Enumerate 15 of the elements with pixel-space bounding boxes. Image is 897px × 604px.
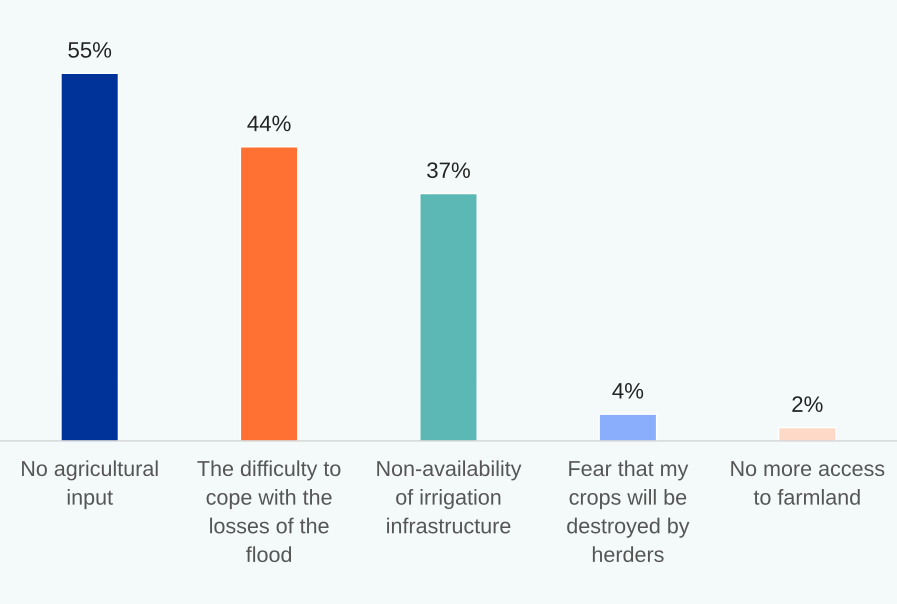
x-tick-label: No more access to farmland <box>731 461 884 505</box>
bar <box>60 72 120 441</box>
bar <box>419 192 478 441</box>
data-label: 37% <box>427 162 470 178</box>
data-label: 55% <box>68 42 112 58</box>
bar <box>778 426 837 441</box>
x-tick-label: No agricultural input <box>22 460 158 510</box>
data-label: 44% <box>247 116 291 132</box>
data-label: 2% <box>792 396 823 412</box>
bar <box>240 146 298 441</box>
bar <box>598 413 658 441</box>
x-tick-label: Non-availability of irrigation infrastructure <box>377 460 522 534</box>
data-label: 4% <box>612 383 644 399</box>
x-tick-label: Fear that my crops will be destroyed by herders <box>567 460 690 562</box>
x-tick-label: The difficulty to cope with the losses of the flood <box>197 460 340 562</box>
